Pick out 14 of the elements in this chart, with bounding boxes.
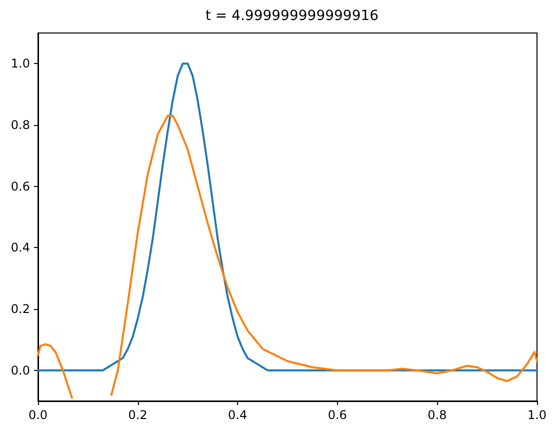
y-tick-label: 0.8 [10, 118, 30, 132]
y-tick-label: 0.2 [10, 302, 30, 316]
y-tick-label: 0.6 [10, 179, 30, 194]
x-tick-label: 0.2 [128, 408, 148, 422]
chart-title: t = 4.999999999999916 [205, 8, 379, 24]
y-tick-label: 1.0 [10, 56, 30, 71]
x-tick-label: 0.6 [328, 408, 347, 422]
x-tick-label: 0.4 [228, 408, 248, 422]
line-series [37, 62, 538, 372]
y-tick-label: 0.0 [10, 363, 30, 378]
y-tick-label: 0.4 [10, 240, 30, 255]
x-tick-label: 0.8 [428, 408, 447, 422]
x-tick-label: 0.0 [28, 408, 48, 422]
x-tick-label: 1.0 [527, 408, 547, 422]
